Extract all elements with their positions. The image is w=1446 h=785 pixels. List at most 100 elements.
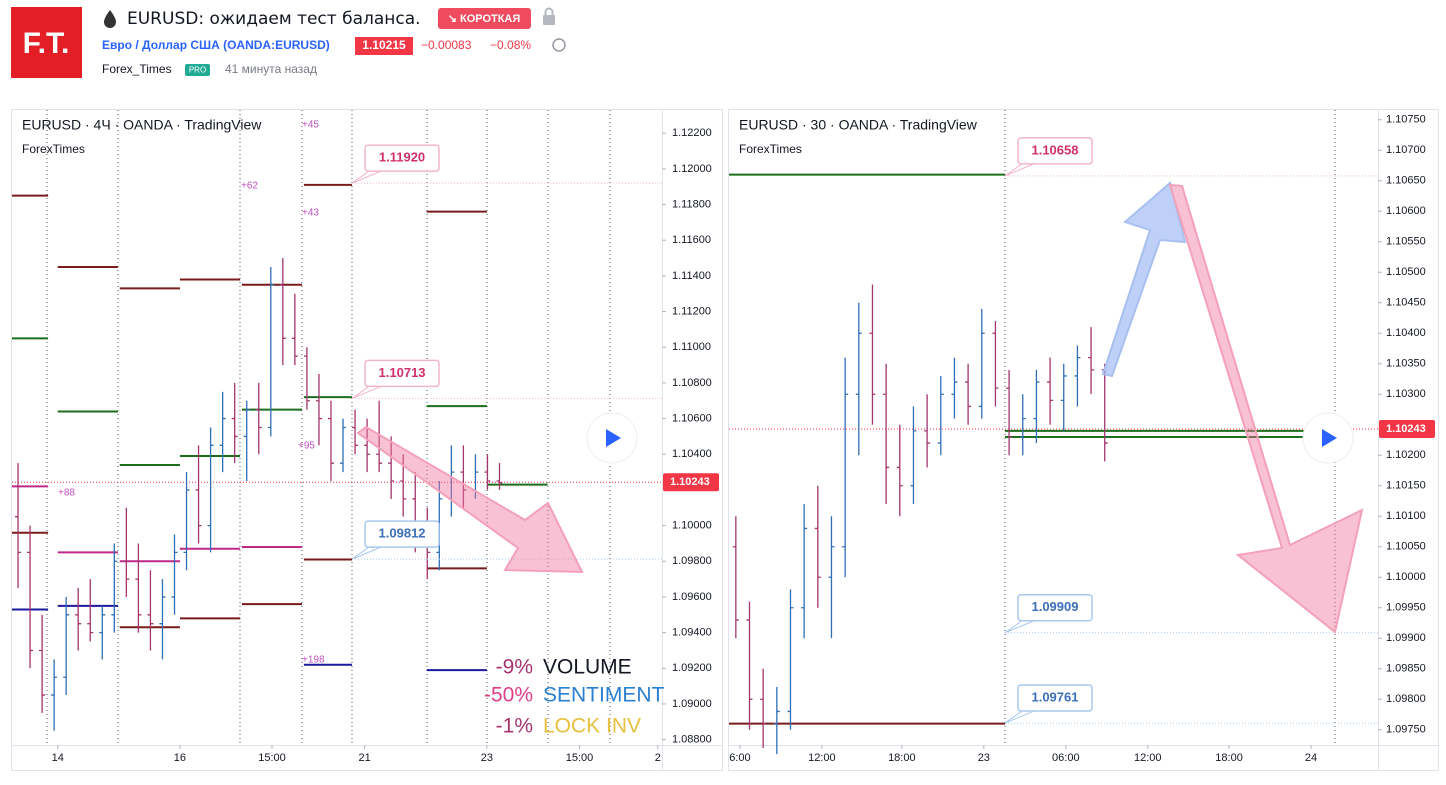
price-box bbox=[355, 37, 413, 55]
x-tick-label: 18:00 bbox=[1215, 752, 1243, 764]
x-tick-label: 6:00 bbox=[729, 752, 750, 764]
ohlc-bar bbox=[1101, 363, 1108, 462]
ohlc-bar bbox=[303, 347, 310, 410]
last-price-label: 1.10243 bbox=[1386, 423, 1426, 435]
ohlc-bar bbox=[39, 614, 46, 713]
callout-box bbox=[364, 359, 440, 388]
y-tick-label: 1.10400 bbox=[672, 448, 712, 460]
ohlc-bar bbox=[99, 605, 106, 660]
callout-label: 1.09761 bbox=[1031, 689, 1078, 704]
y-tick-label: 1.10100 bbox=[1386, 510, 1426, 522]
time-ago: 41 минута назад bbox=[225, 62, 317, 76]
stat-value: -9% bbox=[496, 656, 533, 679]
y-tick-label: 1.11200 bbox=[672, 305, 711, 317]
y-tick-label: 1.10350 bbox=[1386, 358, 1426, 370]
x-tick-label: 24 bbox=[1305, 752, 1317, 764]
ohlc-bar bbox=[937, 375, 944, 456]
y-tick-label: 1.12000 bbox=[672, 163, 712, 175]
y-tick-label: 1.10500 bbox=[1386, 266, 1426, 278]
ohlc-bar bbox=[992, 321, 999, 407]
y-tick-label: 1.10450 bbox=[1386, 297, 1426, 309]
chart-title: EURUSD · 30 · OANDA · TradingView bbox=[739, 117, 978, 133]
y-tick-label: 1.09400 bbox=[672, 627, 712, 639]
y-tick-label: 1.10300 bbox=[1386, 388, 1426, 400]
stat-value: -50% bbox=[484, 684, 533, 707]
y-tick-label: 1.09900 bbox=[1386, 632, 1426, 644]
ohlc-bar bbox=[327, 400, 334, 482]
down-arrow bbox=[1168, 183, 1364, 634]
ohlc-bar bbox=[746, 601, 753, 730]
callout-label: 1.09909 bbox=[1031, 599, 1078, 614]
callout-tail bbox=[351, 170, 382, 184]
y-tick-label: 1.10150 bbox=[1386, 480, 1426, 492]
y-tick-label: 1.09600 bbox=[672, 591, 712, 603]
ohlc-bar bbox=[787, 589, 794, 730]
y-tick-label: 1.11400 bbox=[672, 270, 711, 282]
alert-icon[interactable] bbox=[552, 38, 566, 52]
x-tick-label: 12:00 bbox=[1134, 752, 1162, 764]
ohlc-bar bbox=[352, 409, 359, 455]
chart-title: EURUSD · 4Ч · OANDA · TradingView bbox=[22, 117, 262, 133]
ohlc-bar bbox=[243, 400, 250, 482]
callout-label: 1.11920 bbox=[379, 150, 425, 165]
ohlc-bar bbox=[760, 668, 767, 749]
ohlc-bar bbox=[1019, 394, 1026, 456]
y-tick-label: 1.09800 bbox=[672, 555, 712, 567]
ohlc-bar bbox=[924, 394, 931, 468]
callout-tail bbox=[351, 546, 382, 560]
ohlc-bar bbox=[1033, 369, 1040, 444]
stat-label: SENTIMENT bbox=[543, 684, 665, 707]
x-tick-label: 14 bbox=[52, 752, 64, 764]
y-tick-label: 1.09200 bbox=[672, 662, 712, 674]
callout-box bbox=[1017, 684, 1093, 712]
ohlc-bar bbox=[255, 382, 262, 455]
ohlc-bar bbox=[1006, 369, 1013, 456]
x-tick-label: 23 bbox=[481, 752, 493, 764]
y-tick-label: 1.11600 bbox=[672, 234, 711, 246]
ohlc-bar bbox=[855, 302, 862, 456]
ohlc-bar bbox=[376, 400, 383, 473]
y-tick-label: 1.09800 bbox=[1386, 693, 1426, 705]
x-tick-label: 18:00 bbox=[888, 752, 916, 764]
y-tick-label: 1.10600 bbox=[1386, 205, 1426, 217]
callout-label: 1.10658 bbox=[1031, 142, 1078, 157]
stat-label: LOCK INV bbox=[543, 715, 641, 738]
ohlc-bar bbox=[896, 424, 903, 517]
y-tick-label: 1.10000 bbox=[1386, 571, 1426, 583]
y-tick-label: 1.10400 bbox=[1386, 327, 1426, 339]
callout-box bbox=[364, 144, 440, 172]
callout-tail bbox=[1004, 620, 1035, 634]
x-tick-label: 2 bbox=[655, 752, 661, 764]
author[interactable]: Forex_Times bbox=[102, 62, 172, 76]
last-price-label: 1.10243 bbox=[670, 476, 710, 488]
short-badge-text: ↘ КОРОТКАЯ bbox=[448, 13, 521, 25]
right-panel bbox=[728, 109, 1439, 771]
ohlc-bar bbox=[460, 445, 467, 508]
callout-tail bbox=[351, 385, 382, 399]
y-tick-label: 1.10600 bbox=[672, 412, 712, 424]
logo[interactable] bbox=[11, 7, 82, 78]
ohlc-bar bbox=[842, 357, 849, 578]
left-panel bbox=[11, 109, 723, 771]
lock-icon bbox=[543, 15, 555, 25]
play-button[interactable] bbox=[586, 412, 638, 464]
stat-value: -1% bbox=[496, 715, 533, 738]
ohlc-bar bbox=[883, 363, 890, 505]
callout-box bbox=[1017, 137, 1093, 165]
ohlc-bar bbox=[910, 406, 917, 505]
y-tick-label: 1.09850 bbox=[1386, 663, 1426, 675]
ohlc-bar bbox=[732, 516, 739, 639]
ohlc-bar bbox=[828, 516, 835, 639]
ohlc-bar bbox=[315, 373, 322, 446]
ohlc-bar bbox=[965, 363, 972, 425]
ohlc-bar bbox=[869, 284, 876, 425]
watermark: ForexTimes bbox=[22, 142, 85, 156]
y-tick-label: 1.09950 bbox=[1386, 602, 1426, 614]
symbol-link[interactable]: Евро / Доллар США (OANDA:EURUSD) bbox=[102, 38, 330, 52]
play-button[interactable] bbox=[1302, 412, 1354, 464]
stat-label: VOLUME bbox=[543, 656, 632, 679]
last-price-box bbox=[1379, 420, 1435, 439]
y-tick-label: 1.09750 bbox=[1386, 724, 1426, 736]
y-tick-label: 1.10750 bbox=[1386, 114, 1426, 126]
ohlc-bar bbox=[87, 579, 94, 642]
